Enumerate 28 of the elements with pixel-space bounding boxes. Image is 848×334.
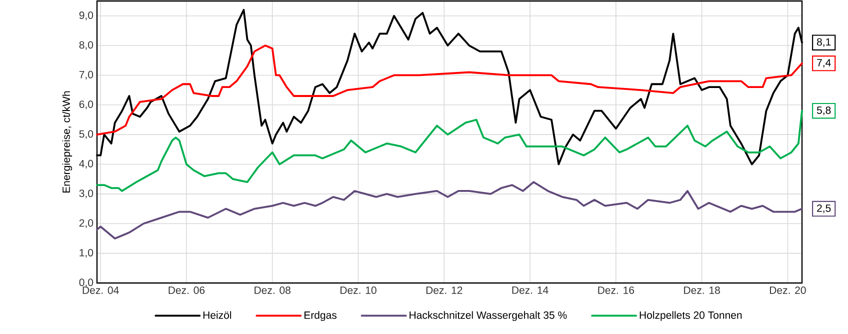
- data-label: 2,5: [817, 204, 831, 214]
- data-label: 5,8: [816, 106, 831, 116]
- x-tick-label: Dez. 04: [82, 286, 119, 294]
- y-tick-label: 5,0: [79, 130, 94, 139]
- x-tick-label: Dez. 18: [684, 286, 720, 294]
- data-label: 7,4: [817, 59, 831, 68]
- y-tick-label: 1,0: [80, 248, 94, 258]
- x-tick-label: Dez. 06: [168, 286, 205, 294]
- legend-label: Heizöl: [203, 311, 232, 319]
- y-tick-label: 6,0: [79, 100, 94, 110]
- y-tick-label: 3,0: [79, 190, 94, 198]
- data-label: 8,1: [816, 38, 831, 47]
- y-tick-label: 8,0: [79, 41, 94, 50]
- y-tick-label: 4,0: [79, 160, 94, 169]
- y-tick-label: 7,0: [79, 70, 94, 80]
- x-tick-label: Dez. 20: [770, 286, 806, 294]
- x-tick-label: Dez. 08: [254, 286, 290, 294]
- x-tick-label: Dez. 14: [512, 286, 548, 294]
- legend-label: Erdgas: [304, 311, 337, 321]
- y-tick-label: 0,0: [79, 278, 94, 288]
- legend-label: Holzpellets 20 Tonnen: [640, 311, 742, 321]
- y-tick-label: 2,0: [79, 219, 94, 228]
- x-tick-label: Dez. 16: [598, 286, 634, 294]
- y-axis-title: Energiepreise, ct/kWh: [62, 91, 72, 192]
- x-tick-label: Dez. 10: [340, 286, 376, 294]
- y-tick-label: 9,0: [79, 12, 94, 20]
- x-tick-label: Dez. 12: [426, 286, 462, 294]
- legend-label: Hackschnitzel Wassergehalt 35 %: [410, 311, 567, 321]
